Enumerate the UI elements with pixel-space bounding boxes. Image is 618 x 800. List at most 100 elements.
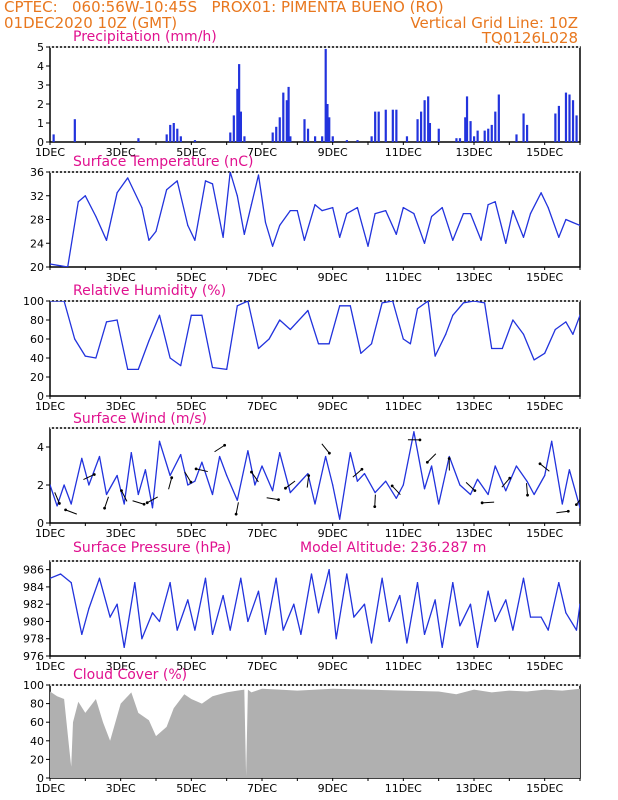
precip-bar [395,109,398,142]
wind-arrow [525,483,529,496]
rh-point [484,302,486,304]
pressure-point [388,620,390,623]
x-tick-label: 7DEC [247,527,277,540]
precip-bar [345,140,348,142]
pressure-point [300,633,302,636]
wind-point [431,465,433,467]
precip-bar [374,111,377,142]
y-tick-label: 80 [30,698,44,711]
wind-point [123,503,125,505]
temp-point [452,239,454,241]
rh-point [211,366,214,369]
temp-point [462,212,464,215]
precip-bar [458,138,462,142]
temp-point [579,224,580,227]
x-tick-label: 3DEC [106,782,136,795]
precip-bar [554,113,557,142]
x-tick-label: 11DEC [385,660,422,673]
series-group [50,301,580,371]
wind-point [211,493,214,496]
precip-bar [169,124,172,142]
x-tick-label: 9DEC [318,146,348,159]
temp-point [250,204,252,206]
plot-frame [49,46,581,143]
precip-bar [232,115,235,142]
precip-bar [423,100,426,142]
wind-arrow [235,502,239,515]
wind-arrow-head [64,508,67,512]
pressure-point [452,581,454,584]
y-tick-label: 20 [30,261,44,274]
x-tick-label: 11DEC [385,782,422,795]
precip-bar [476,130,479,142]
wind-arrow-head [92,473,96,476]
temp-point [176,180,178,182]
pressure-point [194,629,196,631]
y-tick-label: 984 [23,581,44,594]
precip-bar [239,111,242,142]
pressure-point [151,612,154,614]
precip-bar [328,117,331,142]
x-tick-label: 15DEC [526,271,563,284]
wind-point [307,473,309,475]
wind-point [551,440,553,442]
pressure-point [240,577,242,579]
temp-point [558,236,560,238]
panel-subtitle: Model Altitude: 236.287 m [300,540,486,556]
wind-point [261,465,263,467]
panel-temp: Surface Temperature (nC) 20 24 28 32 36 3DEC 5D… [30,154,581,284]
x-tick-label: 13DEC [455,660,492,673]
wind-arrow [184,471,192,483]
precip-bar [427,96,430,142]
panel-rh: Relative Humidity (%) 0 20 40 60 80 100 1DEC 3DE… [23,283,581,413]
wind-point [70,503,72,505]
precip-bar [238,64,241,142]
x-tick-label: 3DEC [106,146,136,159]
wind-point [219,455,221,458]
series-group [50,688,580,778]
pressure-point [441,646,443,648]
wind-arrow [195,468,208,473]
wind-point [332,484,334,486]
wind-arrow-head [480,501,484,505]
pressure-point [229,629,231,631]
temp-point [385,209,387,212]
wind-point [469,493,472,496]
precip-bar [137,138,140,142]
rh-point [268,338,270,340]
wind-arrow-head [418,438,422,442]
wind-point [88,484,90,486]
temp-point [155,230,157,232]
wind-point [279,452,281,454]
pressure-point [328,569,330,571]
wind-arrow [285,480,296,489]
wind-point [349,452,351,454]
precip-bar [526,124,529,142]
rh-point [512,319,514,321]
precip-bar [278,117,281,142]
precip-bar [324,48,327,142]
wind-point [325,455,327,458]
pressure-point [60,573,62,575]
rh-point [522,333,525,335]
precip-bar [490,124,493,142]
wind-arrow-head [447,457,451,460]
x-tick-label: 9DEC [318,660,348,673]
temp-point [395,233,397,235]
wind-point [180,454,182,456]
temp-point [402,207,404,209]
rh-point [473,301,475,302]
temp-point [487,204,489,206]
wind-point [105,493,108,496]
pressure-point [257,590,260,592]
pressure-point [176,629,178,631]
rh-point [434,355,436,357]
rh-point [257,347,260,350]
wind-point [476,478,479,480]
x-tick-label: 15DEC [526,146,563,159]
temp-point [356,207,358,209]
temp-point [279,224,281,227]
y-tick-label: 40 [30,735,44,748]
pressure-point [381,577,383,579]
series-group [52,48,578,142]
